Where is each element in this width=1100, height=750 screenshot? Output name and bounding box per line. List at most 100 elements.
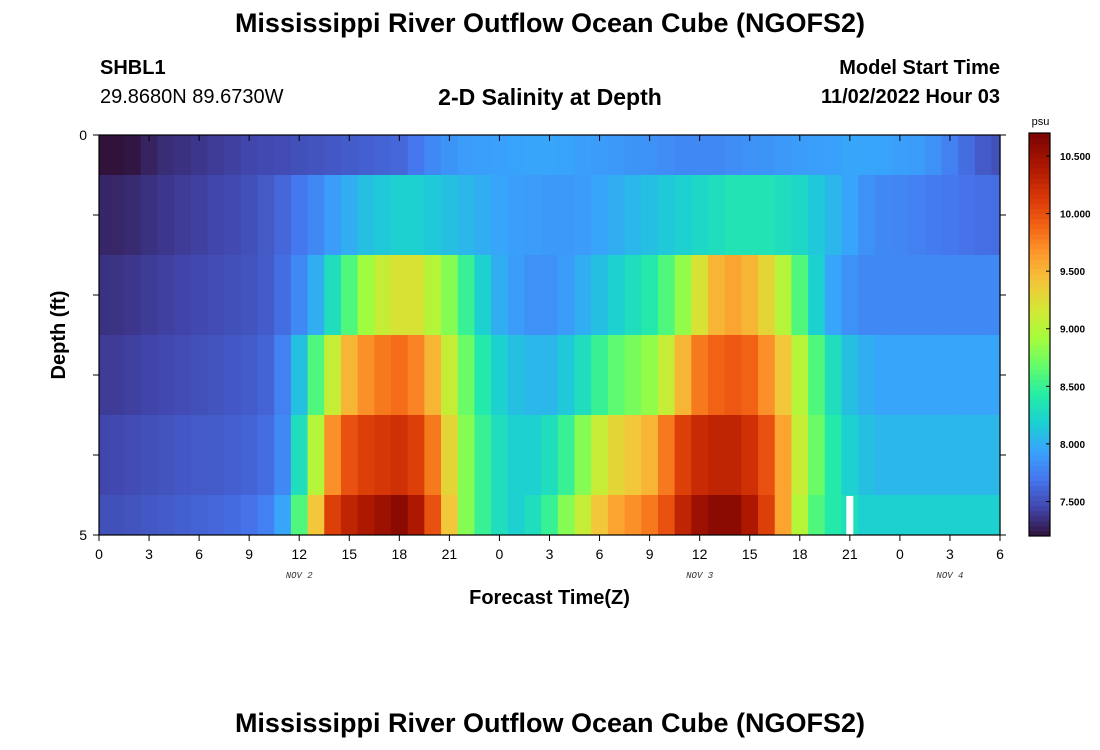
heatmap-cell	[507, 415, 526, 496]
heatmap-cell	[891, 255, 909, 336]
y-axis-title: Depth (ft)	[48, 291, 70, 380]
colorbar-swatch	[1029, 525, 1050, 532]
colorbar-tick-label: 7.500	[1060, 497, 1085, 508]
colorbar-swatch	[1029, 384, 1050, 391]
heatmap-cell	[190, 415, 209, 496]
colorbar-swatch	[1029, 410, 1050, 416]
colorbar-swatch	[1029, 530, 1050, 537]
colorbar-swatch	[1029, 299, 1050, 305]
heatmap-cell	[774, 495, 793, 536]
heatmap-cell	[390, 175, 409, 256]
heatmap-cell	[708, 175, 726, 256]
heatmap-cell	[624, 255, 642, 336]
heatmap-cell	[557, 495, 576, 536]
heatmap-cell	[224, 255, 242, 336]
heatmap-cell	[657, 415, 676, 496]
heatmap-cell	[774, 335, 793, 416]
heatmap-cell	[607, 175, 626, 256]
colorbar-swatch	[1029, 430, 1050, 436]
heatmap-cell	[874, 255, 893, 336]
heatmap-cell	[324, 335, 342, 416]
station-coordinates: 29.8680N 89.6730W	[100, 86, 284, 108]
heatmap-cell	[958, 415, 976, 496]
colorbar-swatch	[1029, 440, 1050, 446]
heatmap-cell	[140, 335, 158, 416]
heatmap-cell	[190, 255, 209, 336]
colorbar-swatch	[1029, 490, 1050, 497]
heatmap-cell	[924, 495, 943, 536]
heatmap-cell	[307, 415, 325, 496]
heatmap-cell	[491, 335, 509, 416]
heatmap-cell	[724, 135, 742, 176]
heatmap-cell	[858, 335, 876, 416]
colorbar-swatch	[1029, 198, 1050, 205]
heatmap-cell	[274, 255, 292, 336]
heatmap-cell	[224, 335, 242, 416]
colorbar-swatch	[1029, 465, 1050, 472]
heatmap-cell	[274, 175, 292, 256]
heatmap-cell	[991, 255, 1001, 336]
heatmap-cell	[240, 415, 259, 496]
heatmap-cell	[991, 335, 1001, 416]
heatmap-cell	[390, 335, 409, 416]
heatmap-cell	[974, 415, 993, 496]
heatmap-cell	[324, 255, 342, 336]
heatmap-cell	[290, 495, 309, 536]
heatmap-cell	[274, 415, 292, 496]
colorbar-swatch	[1029, 485, 1050, 492]
heatmap-cell	[290, 255, 309, 336]
date-label: NOV 2	[286, 571, 314, 581]
heatmap-cell	[324, 415, 342, 496]
heatmap-cell	[99, 135, 108, 176]
colorbar-swatch	[1029, 269, 1050, 275]
heatmap-cell	[557, 335, 576, 416]
heatmap-cell	[374, 415, 392, 496]
colorbar-swatch	[1029, 178, 1050, 184]
heatmap-cell	[190, 495, 209, 536]
heatmap-cell	[724, 335, 742, 416]
heatmap-cell	[124, 415, 142, 496]
colorbar-swatch	[1029, 495, 1050, 502]
heatmap-cell	[240, 175, 259, 256]
heatmap-cell	[741, 135, 759, 176]
figure-title: Mississippi River Outflow Ocean Cube (NG…	[234, 8, 866, 38]
heatmap-cell	[657, 255, 676, 336]
heatmap-cell	[941, 495, 959, 536]
heatmap-cell	[524, 415, 542, 496]
heatmap-cell	[591, 175, 609, 256]
heatmap-cell	[407, 135, 425, 176]
heatmap-cell	[691, 415, 709, 496]
heatmap-cell	[607, 495, 626, 536]
colorbar-swatch	[1029, 133, 1050, 139]
heatmap-cell	[207, 415, 225, 496]
x-tick-label: 0	[896, 546, 904, 562]
heatmap-cell	[641, 135, 659, 176]
heatmap-cell	[874, 335, 893, 416]
heatmap-cell	[724, 255, 742, 336]
heatmap-cell	[741, 415, 759, 496]
heatmap-cell	[424, 175, 442, 256]
heatmap-cell	[624, 175, 642, 256]
heatmap-cell	[574, 175, 592, 256]
heatmap-cell	[657, 495, 676, 536]
heatmap-cell	[307, 495, 325, 536]
heatmap-cell	[824, 135, 843, 176]
heatmap-cell	[674, 335, 692, 416]
colorbar-swatch	[1029, 274, 1050, 280]
heatmap-cell	[474, 175, 492, 256]
heatmap-cell	[257, 495, 275, 536]
heatmap-cell	[99, 415, 108, 496]
x-tick-label: 18	[792, 546, 808, 562]
heatmap-cell	[741, 255, 759, 336]
heatmap-cell	[290, 175, 309, 256]
colorbar-swatch	[1029, 304, 1050, 310]
heatmap-cell	[140, 135, 158, 176]
heatmap-cell	[157, 255, 175, 336]
heatmap-cell	[107, 255, 125, 336]
heatmap-cell	[374, 175, 392, 256]
heatmap-cell	[290, 135, 309, 176]
heatmap-cell	[924, 415, 943, 496]
heatmap-cell	[791, 495, 809, 536]
heatmap-cell	[174, 415, 192, 496]
heatmap-cell	[808, 175, 826, 256]
